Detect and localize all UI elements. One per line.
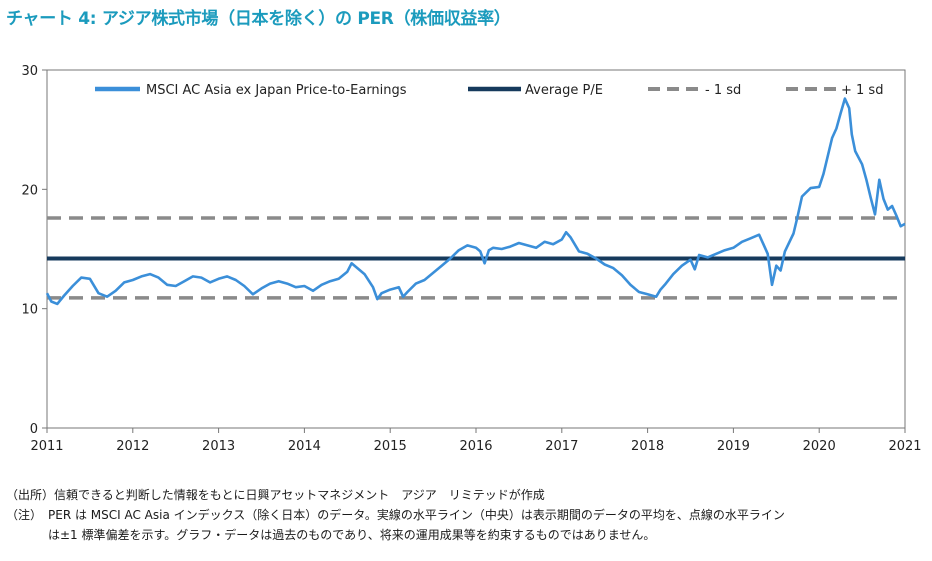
y-tick-label: 0 <box>30 422 38 437</box>
legend-minus-1sd-label: - 1 sd <box>705 83 741 98</box>
x-tick-label: 2013 <box>202 439 235 454</box>
note-label: （注） <box>6 508 43 522</box>
x-tick-label: 2019 <box>717 439 750 454</box>
note-line-2: は±1 標準偏差を示す。グラフ・データは過去のものであり、将来の運用成果等を約束… <box>48 528 656 542</box>
legend-pe-label: MSCI AC Asia ex Japan Price-to-Earnings <box>146 83 407 98</box>
pe-series-line <box>45 97 906 306</box>
x-tick-label: 2011 <box>30 439 63 454</box>
x-tick-label: 2020 <box>803 439 836 454</box>
x-tick-label: 2017 <box>545 439 578 454</box>
x-tick-label: 2014 <box>288 439 321 454</box>
x-tick-label: 2018 <box>631 439 664 454</box>
x-tick-label: 2016 <box>459 439 492 454</box>
y-tick-label: 20 <box>21 183 38 198</box>
pe-chart: 0 10 20 30 2011 2012 2013 2014 2015 2016 2017 2018 2… <box>21 64 921 454</box>
legend-plus-1sd-label: + 1 sd <box>841 83 883 98</box>
source-note: （出所）信頼できると判断した情報をもとに日興アセットマネジメント アジア リミテ… <box>6 488 545 502</box>
legend-average-label: Average P/E <box>525 83 603 98</box>
y-tick-label: 30 <box>21 64 38 79</box>
chart-title: チャート 4: アジア株式市場（日本を除く）の PER（株価収益率） <box>6 9 511 29</box>
x-tick-label: 2021 <box>888 439 921 454</box>
note-line-1: PER は MSCI AC Asia インデックス（除く日本）のデータ。実線の水… <box>48 508 785 522</box>
plot-area: 0 10 20 30 2011 2012 2013 2014 2015 2016 2017 2018 2… <box>21 64 921 454</box>
y-tick-label: 10 <box>21 303 38 318</box>
x-tick-label: 2015 <box>374 439 407 454</box>
x-tick-label: 2012 <box>116 439 149 454</box>
